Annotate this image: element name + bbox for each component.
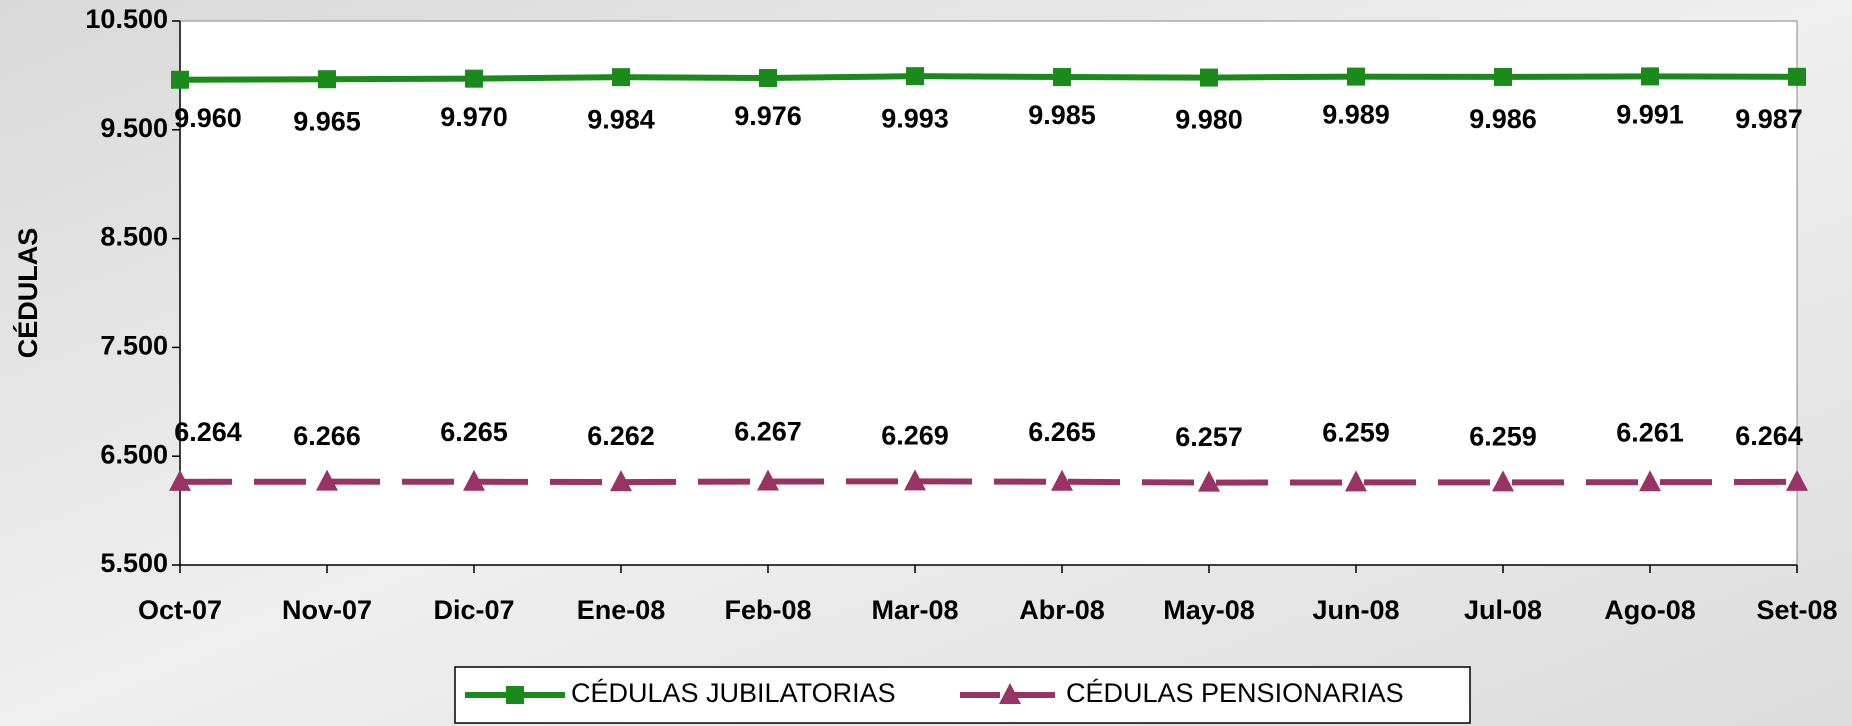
y-tick-label: 7.500 (100, 331, 168, 361)
data-point (904, 469, 926, 491)
data-point (316, 469, 338, 491)
data-label: 9.980 (1175, 105, 1243, 135)
y-tick-label: 10.500 (85, 4, 168, 34)
x-tick-label: Oct-07 (138, 595, 222, 625)
data-point (318, 70, 336, 89)
x-tick-label: Ene-08 (577, 595, 666, 625)
data-point (465, 69, 483, 88)
data-point (1641, 67, 1659, 86)
data-label: 9.985 (1028, 100, 1096, 130)
x-tick-label: Abr-08 (1019, 595, 1105, 625)
data-point (757, 469, 779, 491)
data-point (906, 67, 924, 86)
data-point (1494, 67, 1512, 86)
x-tick-label: May-08 (1163, 595, 1255, 625)
series-line (179, 478, 1798, 486)
data-label: 6.267 (734, 417, 802, 447)
data-point (1492, 470, 1514, 492)
data-label: 9.989 (1322, 100, 1390, 130)
legend-marker (999, 683, 1021, 704)
data-point (1051, 469, 1073, 491)
legend-label: CÉDULAS PENSIONARIAS (1066, 678, 1404, 708)
data-point (169, 469, 191, 491)
data-point (1053, 68, 1071, 87)
plot-area (179, 20, 1798, 566)
x-tick-label: Feb-08 (724, 595, 811, 625)
data-point (1788, 67, 1806, 86)
data-label: 6.261 (1616, 417, 1684, 447)
y-tick-label: 6.500 (100, 439, 168, 469)
data-point (612, 68, 630, 87)
data-label: 6.266 (293, 421, 361, 451)
data-label: 9.987 (1735, 104, 1803, 134)
data-point (1639, 470, 1661, 492)
data-label: 9.986 (1469, 104, 1537, 134)
data-label: 6.259 (1322, 418, 1390, 448)
data-point (1200, 68, 1218, 87)
data-label: 9.984 (587, 104, 655, 134)
data-point (1786, 469, 1808, 491)
x-tick-label: Mar-08 (871, 595, 958, 625)
x-tick-label: Jul-08 (1464, 595, 1542, 625)
data-label: 6.269 (881, 420, 949, 450)
data-label: 6.264 (1735, 421, 1803, 451)
data-point (463, 469, 485, 491)
x-tick-label: Dic-07 (433, 595, 514, 625)
x-tick-label: Set-08 (1756, 595, 1837, 625)
x-tick-label: Nov-07 (282, 595, 372, 625)
series-line (179, 73, 1798, 83)
y-tick-label: 5.500 (100, 548, 168, 578)
data-point (1198, 470, 1220, 492)
data-label: 6.265 (1028, 417, 1096, 447)
data-label: 6.265 (440, 417, 508, 447)
data-label: 6.262 (587, 421, 655, 451)
data-label: 9.991 (1616, 100, 1684, 130)
data-label: 6.257 (1175, 422, 1243, 452)
data-label: 9.970 (440, 102, 508, 132)
data-label: 6.264 (174, 417, 242, 447)
y-tick-label: 8.500 (100, 222, 168, 252)
data-point (1345, 470, 1367, 492)
y-axis-title: CÉDULAS (12, 228, 43, 359)
data-label: 9.965 (293, 106, 361, 136)
x-tick-label: Ago-08 (1604, 595, 1696, 625)
legend-label: CÉDULAS JUBILATORIAS (571, 678, 896, 708)
data-label: 9.976 (734, 101, 802, 131)
legend-marker (506, 686, 524, 704)
data-label: 9.993 (881, 103, 949, 133)
data-label: 6.259 (1469, 422, 1537, 452)
data-point (171, 70, 189, 89)
data-point (759, 69, 777, 88)
data-label: 9.960 (174, 103, 242, 133)
data-point (610, 470, 632, 492)
x-tick-label: Jun-08 (1312, 595, 1399, 625)
y-tick-label: 9.500 (100, 113, 168, 143)
data-point (1347, 67, 1365, 86)
